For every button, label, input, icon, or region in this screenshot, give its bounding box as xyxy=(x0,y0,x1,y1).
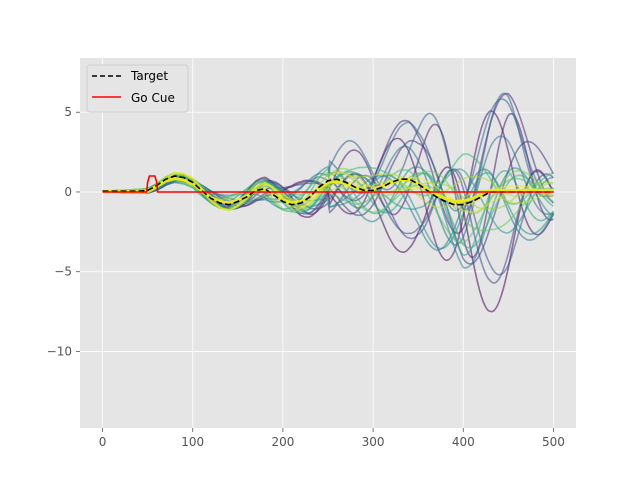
x-tick-label: 0 xyxy=(99,435,107,449)
legend-label-go-cue: Go Cue xyxy=(131,91,175,105)
series-lines xyxy=(102,175,554,206)
plot-area xyxy=(80,58,576,428)
x-tick-label: 500 xyxy=(542,435,565,449)
x-tick-label: 400 xyxy=(452,435,475,449)
series-line-target xyxy=(102,175,554,206)
x-tick-label: 300 xyxy=(362,435,385,449)
legend-label-target: Target xyxy=(130,69,168,83)
trajectory-line xyxy=(102,171,554,232)
y-tick-label: −5 xyxy=(54,265,72,279)
final-trajectory-line xyxy=(102,176,554,205)
x-axis-ticks: 0 100 200 300 400 500 xyxy=(99,428,565,449)
trajectory-line xyxy=(102,165,554,269)
series-line-go-cue xyxy=(102,175,554,193)
x-tick-label: 200 xyxy=(271,435,294,449)
y-tick-label: 0 xyxy=(64,185,72,199)
y-tick-label: 5 xyxy=(64,105,72,119)
y-tick-label: −10 xyxy=(47,344,72,358)
x-tick-label: 100 xyxy=(181,435,204,449)
y-axis-ticks: 5 0 −5 −10 xyxy=(47,105,80,358)
legend: Target Go Cue xyxy=(86,64,189,113)
trajectory-line xyxy=(102,169,554,213)
